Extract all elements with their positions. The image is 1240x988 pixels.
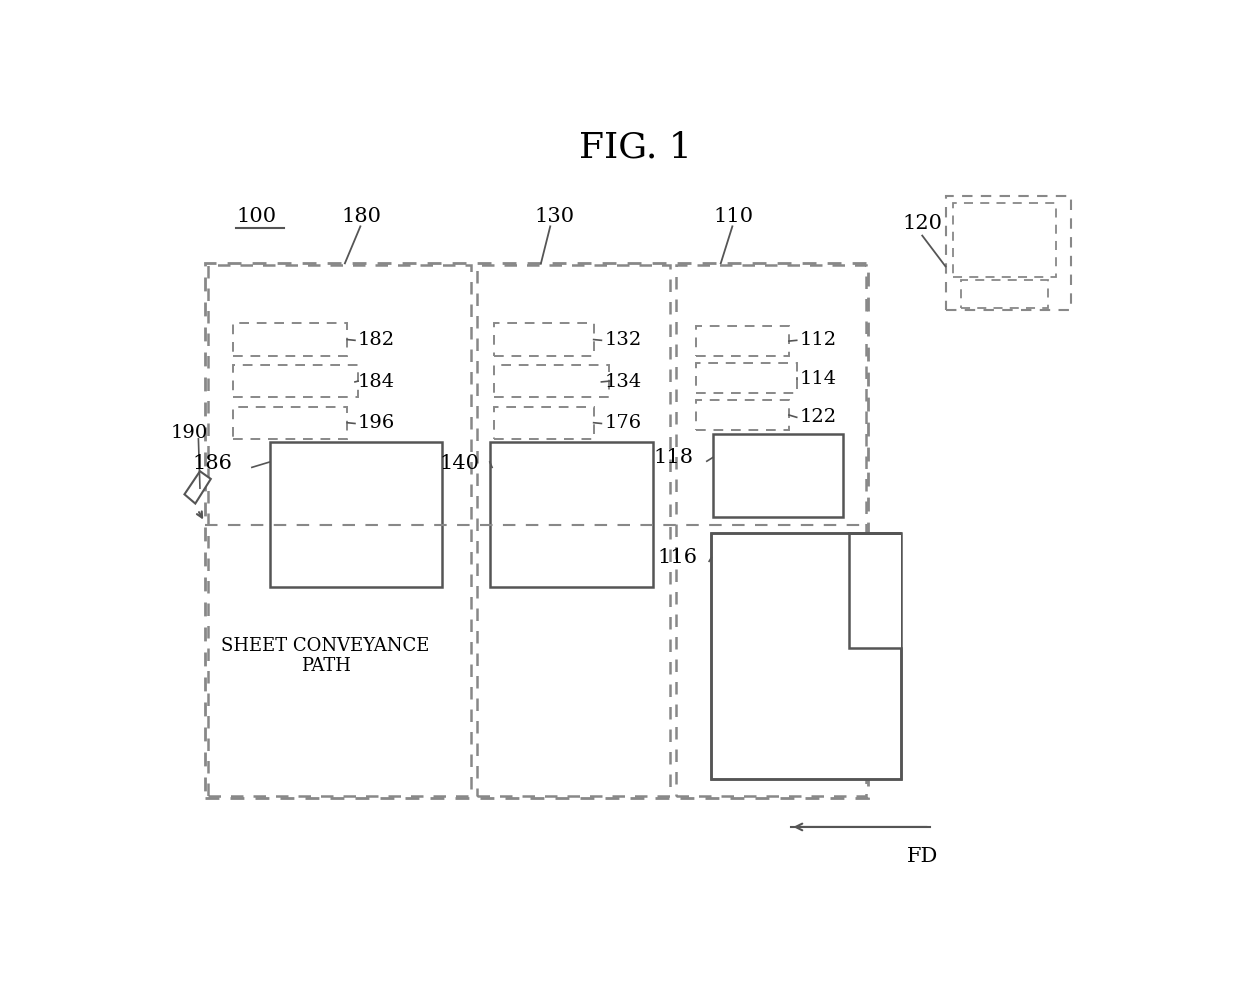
Bar bbox=[712, 533, 901, 780]
Text: 114: 114 bbox=[800, 370, 837, 388]
Text: 140: 140 bbox=[439, 454, 479, 473]
Text: 180: 180 bbox=[341, 207, 381, 226]
Bar bbox=[476, 265, 671, 796]
Polygon shape bbox=[185, 471, 211, 504]
Text: FIG. 1: FIG. 1 bbox=[579, 130, 692, 165]
Bar bbox=[696, 326, 789, 356]
Bar bbox=[961, 281, 1048, 308]
Bar bbox=[696, 364, 797, 392]
Text: 100: 100 bbox=[237, 207, 277, 226]
Bar bbox=[270, 442, 441, 587]
Text: 118: 118 bbox=[653, 448, 693, 467]
Bar bbox=[233, 406, 347, 439]
Text: 116: 116 bbox=[657, 548, 697, 567]
Text: 120: 120 bbox=[903, 213, 942, 232]
Bar bbox=[954, 204, 1055, 278]
Bar bbox=[233, 365, 358, 397]
Text: 196: 196 bbox=[358, 415, 396, 433]
Bar bbox=[945, 196, 1071, 309]
Text: 176: 176 bbox=[605, 415, 641, 433]
Bar bbox=[495, 406, 594, 439]
Text: 110: 110 bbox=[713, 207, 753, 226]
Bar bbox=[848, 533, 901, 648]
Text: 190: 190 bbox=[171, 424, 208, 442]
Text: 186: 186 bbox=[192, 454, 233, 473]
Text: 112: 112 bbox=[800, 331, 837, 350]
Bar bbox=[676, 265, 866, 796]
Bar bbox=[207, 265, 471, 796]
Bar bbox=[495, 365, 609, 397]
Bar bbox=[206, 264, 868, 798]
Bar bbox=[696, 400, 789, 430]
Bar bbox=[713, 435, 843, 518]
Bar bbox=[495, 323, 594, 356]
Text: FD: FD bbox=[906, 847, 937, 865]
Bar bbox=[490, 442, 652, 587]
Text: 134: 134 bbox=[605, 372, 642, 391]
Text: 130: 130 bbox=[534, 207, 575, 226]
Text: 132: 132 bbox=[605, 331, 642, 350]
Text: 122: 122 bbox=[800, 408, 837, 426]
Bar bbox=[233, 323, 347, 356]
Text: 184: 184 bbox=[358, 372, 396, 391]
Text: SHEET CONVEYANCE
PATH: SHEET CONVEYANCE PATH bbox=[221, 636, 430, 676]
Text: 182: 182 bbox=[358, 331, 396, 350]
